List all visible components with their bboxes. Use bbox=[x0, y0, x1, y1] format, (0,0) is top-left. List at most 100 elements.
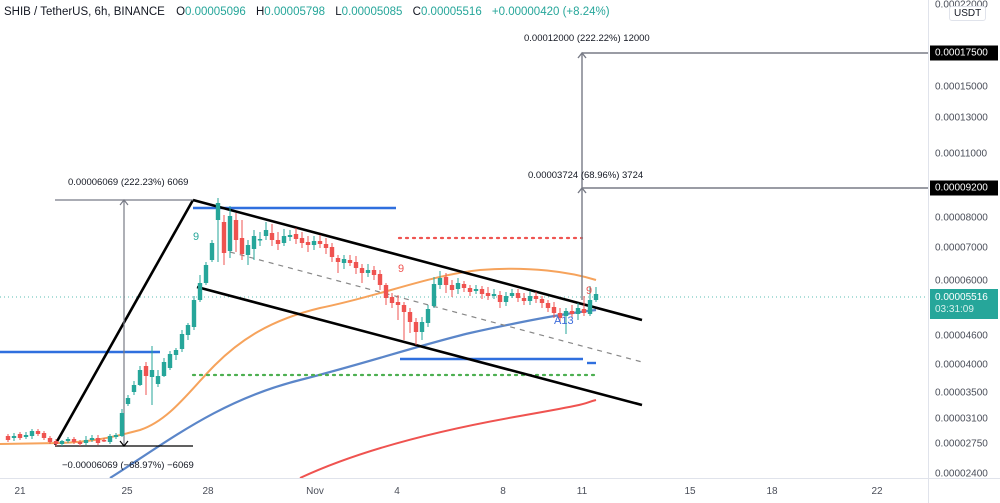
candle-up[interactable] bbox=[191, 300, 197, 327]
candle-up[interactable] bbox=[431, 284, 437, 306]
candle-down[interactable] bbox=[293, 234, 299, 239]
currency-label[interactable]: USDT bbox=[949, 6, 987, 21]
chart-canvas[interactable]: 9 9 9 A13 bbox=[0, 0, 928, 478]
candle-up[interactable] bbox=[257, 239, 263, 241]
candle-down[interactable] bbox=[539, 299, 545, 303]
candle-up[interactable] bbox=[167, 354, 173, 368]
candle-up[interactable] bbox=[215, 203, 221, 220]
candle-up[interactable] bbox=[437, 278, 443, 285]
candle-down[interactable] bbox=[239, 238, 245, 254]
candle-down[interactable] bbox=[389, 297, 395, 303]
candle-up[interactable] bbox=[107, 436, 113, 442]
candle-down[interactable] bbox=[413, 322, 419, 332]
candle-down[interactable] bbox=[47, 438, 53, 442]
candle-down[interactable] bbox=[101, 440, 107, 442]
candle-down[interactable] bbox=[335, 258, 341, 262]
candle-up[interactable] bbox=[419, 322, 425, 332]
candle-down[interactable] bbox=[557, 313, 563, 318]
candle-up[interactable] bbox=[281, 236, 287, 243]
candle-down[interactable] bbox=[359, 268, 365, 273]
candle-up[interactable] bbox=[527, 296, 533, 301]
candle-up[interactable] bbox=[173, 350, 179, 355]
candle-down[interactable] bbox=[545, 303, 551, 308]
candle-down[interactable] bbox=[143, 366, 149, 376]
candle-up[interactable] bbox=[137, 370, 143, 385]
candle-up[interactable] bbox=[83, 440, 89, 443]
candle-down[interactable] bbox=[221, 222, 227, 253]
candlestick-series[interactable] bbox=[5, 198, 599, 446]
candle-down[interactable] bbox=[305, 242, 311, 245]
candle-up[interactable] bbox=[89, 438, 95, 440]
candle-down[interactable] bbox=[353, 262, 359, 268]
candle-up[interactable] bbox=[563, 311, 569, 316]
candle-down[interactable] bbox=[329, 247, 335, 257]
candle-down[interactable] bbox=[77, 442, 83, 444]
candle-up[interactable] bbox=[11, 436, 17, 438]
candle-up[interactable] bbox=[65, 439, 71, 441]
candle-down[interactable] bbox=[395, 302, 401, 305]
candle-up[interactable] bbox=[503, 296, 509, 302]
candle-up[interactable] bbox=[341, 259, 347, 263]
candle-up[interactable] bbox=[197, 283, 203, 300]
candle-down[interactable] bbox=[35, 431, 41, 434]
candle-down[interactable] bbox=[71, 439, 77, 442]
candle-up[interactable] bbox=[311, 241, 317, 245]
candle-down[interactable] bbox=[269, 233, 275, 240]
candle-up[interactable] bbox=[227, 216, 233, 251]
candle-down[interactable] bbox=[443, 277, 449, 285]
candle-down[interactable] bbox=[497, 295, 503, 302]
candle-down[interactable] bbox=[383, 285, 389, 298]
candle-down[interactable] bbox=[581, 309, 587, 313]
candle-down[interactable] bbox=[275, 240, 281, 244]
candle-down[interactable] bbox=[41, 433, 47, 438]
candle-up[interactable] bbox=[491, 294, 497, 296]
time-axis[interactable]: 21 25 28 Nov 4 8 11 15 18 22 bbox=[0, 478, 928, 503]
candle-up[interactable] bbox=[23, 435, 29, 437]
candle-down[interactable] bbox=[377, 274, 383, 285]
candle-up[interactable] bbox=[59, 441, 65, 444]
candle-up[interactable] bbox=[509, 293, 515, 296]
candle-down[interactable] bbox=[467, 288, 473, 292]
candle-up[interactable] bbox=[131, 385, 137, 392]
candle-up[interactable] bbox=[209, 243, 215, 260]
candle-up[interactable] bbox=[593, 294, 599, 300]
candle-down[interactable] bbox=[449, 285, 455, 290]
chart-area[interactable]: 9 9 9 A13 SHIB / TetherUS, 6h, BINANCE O0.0… bbox=[0, 0, 928, 478]
candle-down[interactable] bbox=[407, 312, 413, 322]
symbol-name[interactable]: SHIB / TetherUS, 6h, BINANCE bbox=[4, 6, 165, 18]
candle-down[interactable] bbox=[299, 238, 305, 243]
candle-up[interactable] bbox=[455, 283, 461, 289]
candle-up[interactable] bbox=[161, 362, 167, 376]
candle-down[interactable] bbox=[533, 296, 539, 299]
candle-down[interactable] bbox=[5, 436, 11, 440]
candle-down[interactable] bbox=[461, 284, 467, 288]
candle-down[interactable] bbox=[401, 305, 407, 312]
candle-down[interactable] bbox=[323, 244, 329, 248]
candle-down[interactable] bbox=[521, 298, 527, 301]
candle-up[interactable] bbox=[29, 431, 35, 436]
candle-down[interactable] bbox=[233, 220, 239, 240]
candle-up[interactable] bbox=[245, 245, 251, 255]
candle-down[interactable] bbox=[347, 260, 353, 263]
candle-up[interactable] bbox=[113, 435, 119, 437]
candle-up[interactable] bbox=[473, 289, 479, 291]
candle-down[interactable] bbox=[569, 311, 575, 314]
candle-up[interactable] bbox=[425, 309, 431, 323]
candle-down[interactable] bbox=[95, 438, 101, 443]
candle-up[interactable] bbox=[251, 236, 257, 249]
candle-up[interactable] bbox=[365, 270, 371, 273]
candle-down[interactable] bbox=[317, 241, 323, 244]
candle-up[interactable] bbox=[287, 235, 293, 237]
candle-up[interactable] bbox=[587, 300, 593, 314]
candle-up[interactable] bbox=[149, 370, 155, 377]
candle-down[interactable] bbox=[479, 289, 485, 294]
candle-up[interactable] bbox=[155, 376, 161, 384]
candle-up[interactable] bbox=[203, 265, 209, 283]
candle-down[interactable] bbox=[485, 293, 491, 296]
candle-up[interactable] bbox=[119, 413, 125, 436]
candle-down[interactable] bbox=[515, 293, 521, 298]
candle-up[interactable] bbox=[263, 230, 269, 236]
candle-up[interactable] bbox=[179, 334, 185, 349]
candle-down[interactable] bbox=[53, 441, 59, 444]
candle-up[interactable] bbox=[125, 398, 131, 404]
